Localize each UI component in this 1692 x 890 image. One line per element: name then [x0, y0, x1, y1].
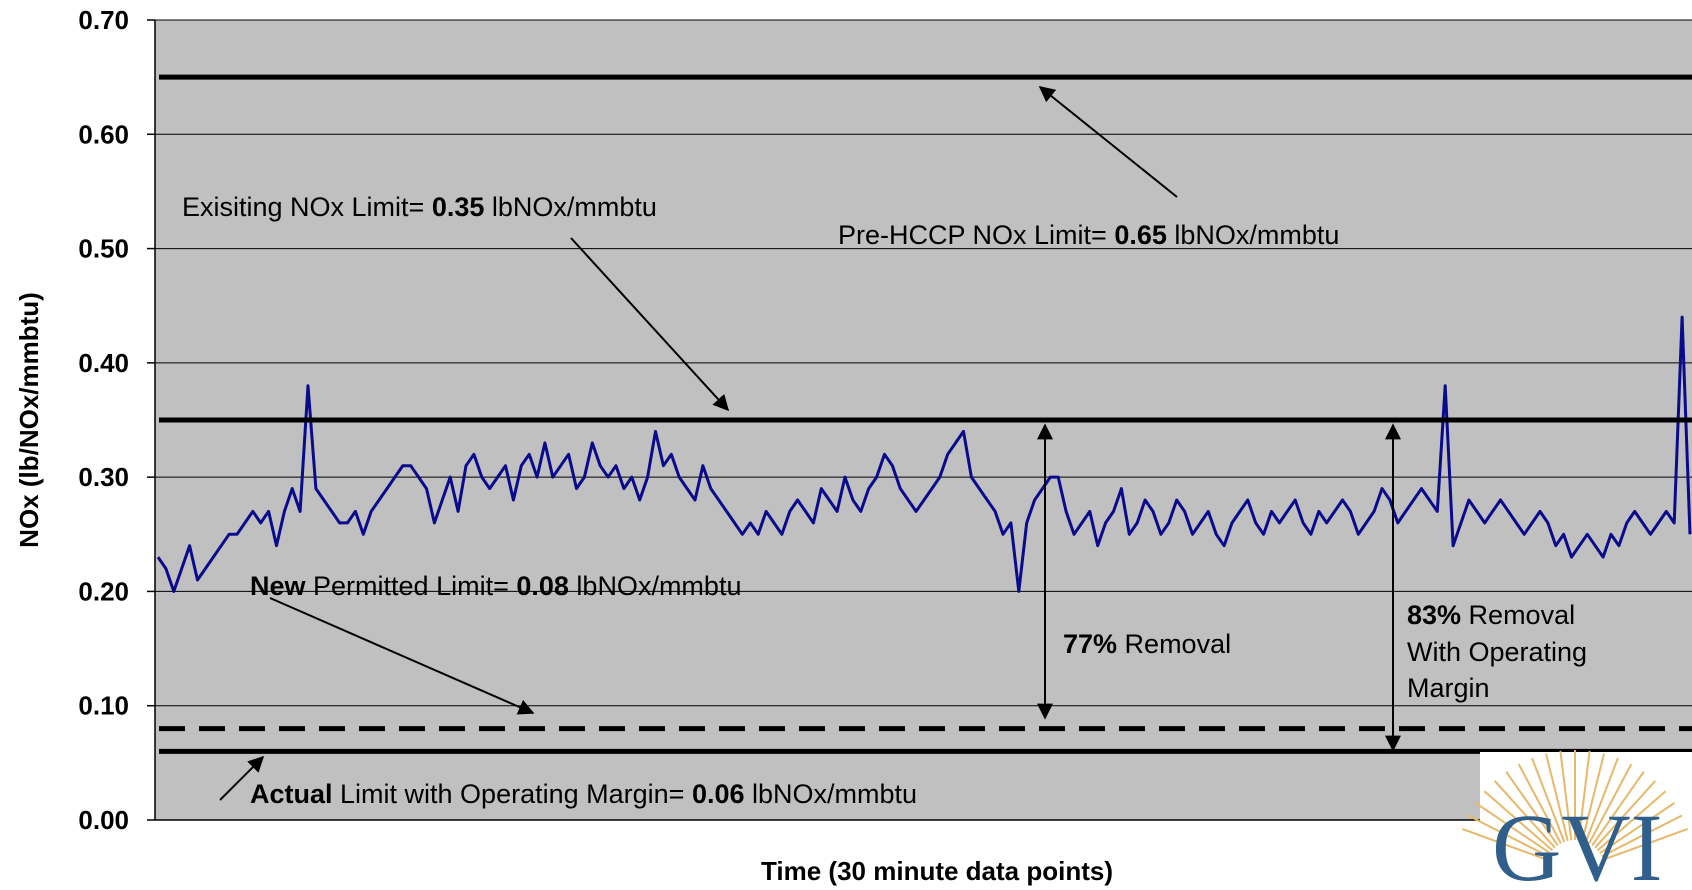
annotation-removal83-line3: Margin [1407, 673, 1490, 703]
annotation-removal77: 77% Removal [1063, 629, 1231, 659]
logo-ray [1531, 757, 1566, 843]
nox-series-line [156, 315, 1692, 593]
logo-text: GVI [1492, 794, 1663, 890]
annotation-removal83-line1: 83% Removal [1407, 600, 1575, 630]
logo-ray [1505, 771, 1559, 846]
arrow-actual [219, 755, 265, 801]
y-axis-title: NOx (lb/NOx/mmbtu) [14, 292, 44, 548]
logo-ray [1581, 753, 1606, 842]
annotation-actual: Actual Limit with Operating Margin= 0.06… [250, 779, 917, 809]
logo-ray [1474, 802, 1551, 855]
logo-ray [1596, 790, 1667, 852]
logo-ray [1483, 790, 1554, 852]
logo-ray [1544, 753, 1569, 842]
gridlines [155, 19, 1692, 707]
y-tick-label: 0.70 [78, 5, 129, 35]
logo-ray [1591, 771, 1645, 846]
annotation-prehccp: Pre-HCCP NOx Limit= 0.65 lbNOx/mmbtu [838, 220, 1339, 250]
logo-ray [1493, 780, 1556, 849]
y-tick-label: 0.50 [78, 234, 129, 264]
y-tick-label: 0.10 [78, 691, 129, 721]
reference-lines [159, 74, 1692, 754]
logo-ray [1467, 814, 1549, 858]
gvi-logo: GVI [1461, 750, 1692, 890]
logo-ray [1461, 828, 1548, 861]
y-tick-label: 0.60 [78, 119, 129, 149]
annotation-new: New Permitted Limit= 0.08 lbNOx/mmbtu [250, 571, 741, 601]
y-tick-label: 0.20 [78, 576, 129, 606]
logo-ray [1599, 802, 1676, 855]
logo-ray [1517, 763, 1562, 844]
logo-ray [1601, 814, 1683, 858]
logo-ray [1588, 763, 1633, 844]
logo-ray [1559, 750, 1573, 841]
arrow-prehccp [1038, 85, 1178, 198]
arrow-existing [570, 237, 730, 412]
arrow-new [269, 597, 535, 715]
annotation-removal83-line2: With Operating [1407, 637, 1587, 667]
logo-ray [1602, 828, 1689, 861]
x-axis-title: Time (30 minute data points) [761, 856, 1113, 886]
logo-ray [1577, 750, 1591, 841]
y-tick-label: 0.00 [78, 805, 129, 835]
logo-ray [1584, 757, 1619, 843]
logo-ray [1594, 780, 1657, 849]
y-tick-label: 0.30 [78, 462, 129, 492]
annotation-existing: Exisiting NOx Limit= 0.35 lbNOx/mmbtu [182, 192, 657, 222]
y-tick-label: 0.40 [78, 348, 129, 378]
y-tick-labels: 0.00 0.10 0.20 0.30 0.40 0.50 0.60 0.70 [78, 5, 155, 835]
